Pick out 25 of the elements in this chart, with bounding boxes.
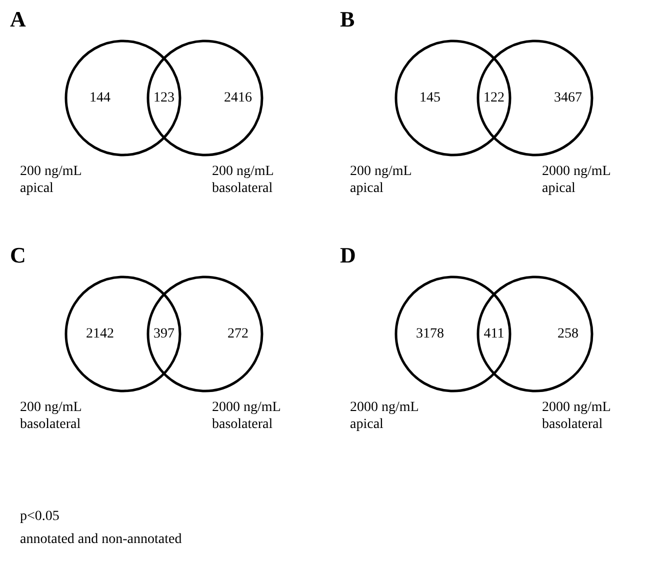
data-label: 411 [484, 326, 504, 342]
data-label: 144 [90, 90, 110, 106]
data-label: 123 [154, 90, 174, 106]
data-label: 272 [228, 326, 248, 342]
data-label: 3178 [416, 326, 444, 342]
category-label: 2000 ng/mL apical [542, 164, 611, 196]
text: B [340, 6, 355, 32]
category-label: 200 ng/mL basolateral [20, 400, 82, 432]
category-label: 200 ng/mL apical [20, 164, 82, 196]
data-label: 122 [484, 90, 504, 106]
text: D [340, 242, 356, 268]
data-label: 2416 [224, 90, 252, 106]
data-label: 145 [420, 90, 440, 106]
data-label: 2142 [86, 326, 114, 342]
text: C [10, 242, 26, 268]
category-label: 200 ng/mL apical [350, 164, 412, 196]
data-label: 3467 [554, 90, 582, 106]
text: A [10, 6, 26, 32]
category-label: 2000 ng/mL basolateral [212, 400, 281, 432]
text: p<0.05 annotated and non-annotated [20, 509, 182, 547]
data-label: 397 [154, 326, 174, 342]
category-label: 200 ng/mL basolateral [212, 164, 274, 196]
data-label: 258 [558, 326, 578, 342]
category-label: 2000 ng/mL apical [350, 400, 419, 432]
category-label: 2000 ng/mL basolateral [542, 400, 611, 432]
